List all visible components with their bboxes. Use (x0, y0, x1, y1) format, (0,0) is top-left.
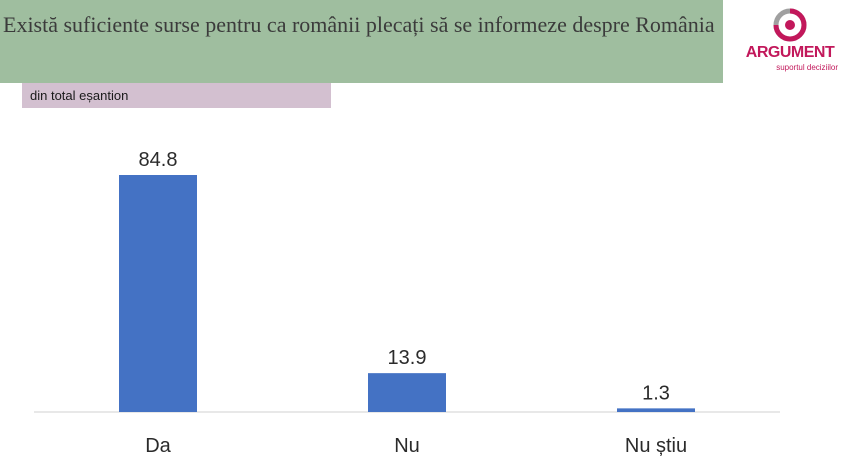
chart-subtitle: din total eșantion (30, 88, 129, 103)
logo-name: ARGUMENT (745, 44, 835, 61)
value-label-0: 84.8 (139, 149, 178, 171)
argument-logo: ARGUMENT suportul deciziilor (738, 4, 842, 76)
bar-2 (617, 408, 695, 412)
bar-1 (368, 373, 446, 412)
category-label-0: Da (145, 435, 171, 457)
bar-0 (119, 175, 197, 412)
logo-tagline: suportul deciziilor (776, 63, 838, 72)
title-band: Există suficiente surse pentru ca români… (0, 0, 723, 83)
category-label-1: Nu (394, 435, 420, 457)
logo-mark-icon (773, 8, 807, 42)
value-label-2: 1.3 (642, 382, 670, 404)
value-label-1: 13.9 (388, 347, 427, 369)
subtitle-band: din total eșantion (22, 83, 331, 108)
category-label-2: Nu știu (625, 435, 687, 457)
chart-title: Există suficiente surse pentru ca români… (3, 12, 715, 37)
